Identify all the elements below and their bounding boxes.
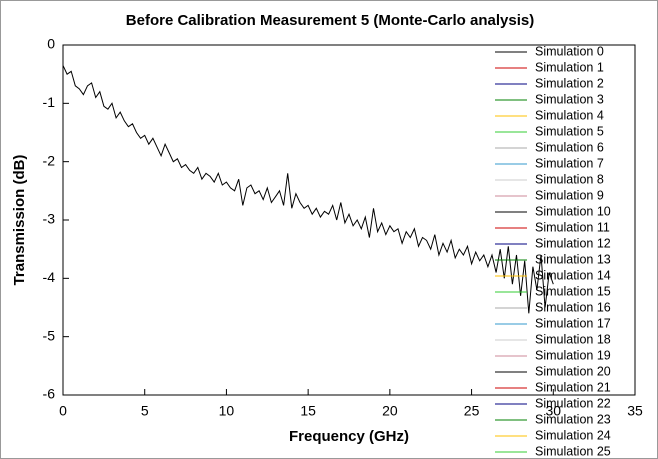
legend-label: Simulation 19 (535, 348, 611, 362)
legend-label: Simulation 24 (535, 428, 611, 442)
legend-label: Simulation 20 (535, 364, 611, 378)
x-tick-label: 25 (464, 403, 480, 419)
legend-label: Simulation 12 (535, 236, 611, 250)
legend-label: Simulation 7 (535, 156, 604, 170)
y-tick-label: 0 (47, 36, 55, 52)
legend-label: Simulation 14 (535, 268, 611, 282)
y-tick-label: -3 (43, 211, 56, 227)
legend-label: Simulation 22 (535, 396, 611, 410)
legend: Simulation 0 Simulation 1 Simulation 2 Simu… (495, 44, 611, 458)
legend-label: Simulation 8 (535, 172, 604, 186)
y-tick-label: -1 (43, 94, 56, 110)
legend-label: Simulation 25 (535, 444, 611, 458)
y-tick-label: -4 (43, 269, 56, 285)
legend-label: Simulation 17 (535, 316, 611, 330)
legend-label: Simulation 1 (535, 60, 604, 74)
legend-label: Simulation 13 (535, 252, 611, 266)
legend-label: Simulation 6 (535, 140, 604, 154)
legend-label: Simulation 2 (535, 76, 604, 90)
legend-label: Simulation 9 (535, 188, 604, 202)
legend-label: Simulation 3 (535, 92, 604, 106)
x-tick-label: 5 (141, 403, 149, 419)
legend-label: Simulation 5 (535, 124, 604, 138)
chart-title: Before Calibration Measurement 5 (Monte-… (126, 12, 534, 29)
x-axis-label: Frequency (GHz) (289, 428, 409, 445)
x-tick-label: 10 (219, 403, 235, 419)
x-tick-label: 35 (627, 403, 643, 419)
y-tick-label: -2 (43, 152, 56, 168)
y-axis-label: Transmission (dB) (11, 155, 28, 286)
legend-label: Simulation 0 (535, 44, 604, 58)
series-line (62, 65, 554, 314)
legend-label: Simulation 15 (535, 284, 611, 298)
x-tick-label: 30 (545, 403, 561, 419)
y-tick-label: -6 (43, 386, 56, 402)
legend-label: Simulation 4 (535, 108, 604, 122)
legend-label: Simulation 18 (535, 332, 611, 346)
x-tick-label: 0 (59, 403, 67, 419)
legend-label: Simulation 10 (535, 204, 611, 218)
legend-label: Simulation 11 (535, 220, 610, 234)
legend-label: Simulation 21 (535, 380, 611, 394)
x-tick-label: 20 (382, 403, 398, 419)
x-tick-label: 15 (300, 403, 316, 419)
y-tick-label: -5 (43, 327, 56, 343)
legend-label: Simulation 16 (535, 300, 611, 314)
legend-label: Simulation 23 (535, 412, 611, 426)
